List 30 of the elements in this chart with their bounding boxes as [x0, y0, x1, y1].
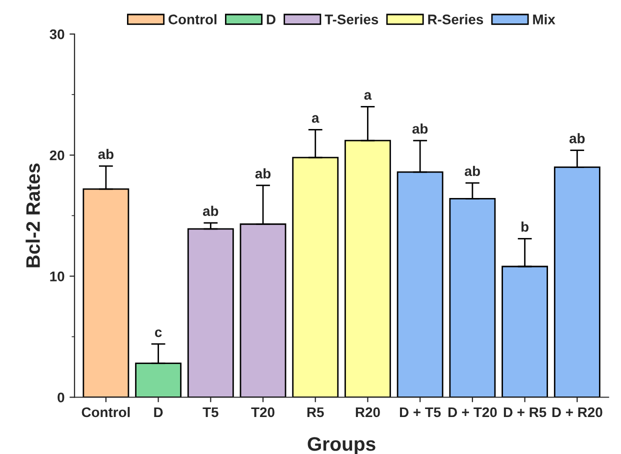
annotation: a [364, 92, 372, 100]
x-tick-label: D + R20 [552, 407, 602, 418]
y-axis-title: Bcl-2 Rates [26, 163, 40, 268]
legend-label: Mix [533, 14, 556, 24]
x-tick-label: R20 [356, 407, 380, 418]
legend-label: D [266, 14, 276, 24]
annotation: ab [412, 123, 428, 134]
annotation: ab [202, 206, 218, 216]
annotation: a [312, 115, 320, 123]
x-tick-label: D + R5 [504, 407, 546, 418]
x-tick-label: Control [82, 406, 130, 418]
legend-label: Control [168, 14, 216, 24]
annotation: c [154, 329, 162, 338]
annotation: ab [255, 168, 271, 178]
y-tick-label: 30 [50, 29, 64, 40]
y-tick-label: 0 [58, 392, 64, 402]
x-tick-label: R5 [307, 407, 324, 418]
x-tick-label: T20 [251, 407, 274, 418]
x-tick-label: D [154, 407, 163, 418]
annotation: ab [464, 166, 480, 176]
annotation: b [521, 222, 528, 232]
y-tick-label: 10 [50, 272, 64, 282]
x-tick-label: D + T20 [448, 407, 497, 418]
annotation: ab [98, 148, 114, 160]
legend-label: T-Series [324, 14, 378, 24]
legend-label: R-Series [428, 14, 484, 24]
y-tick-label: 20 [50, 150, 64, 160]
x-tick-label: T5 [202, 407, 218, 418]
annotation: ab [569, 133, 585, 144]
x-tick-label: D + T5 [400, 407, 441, 418]
